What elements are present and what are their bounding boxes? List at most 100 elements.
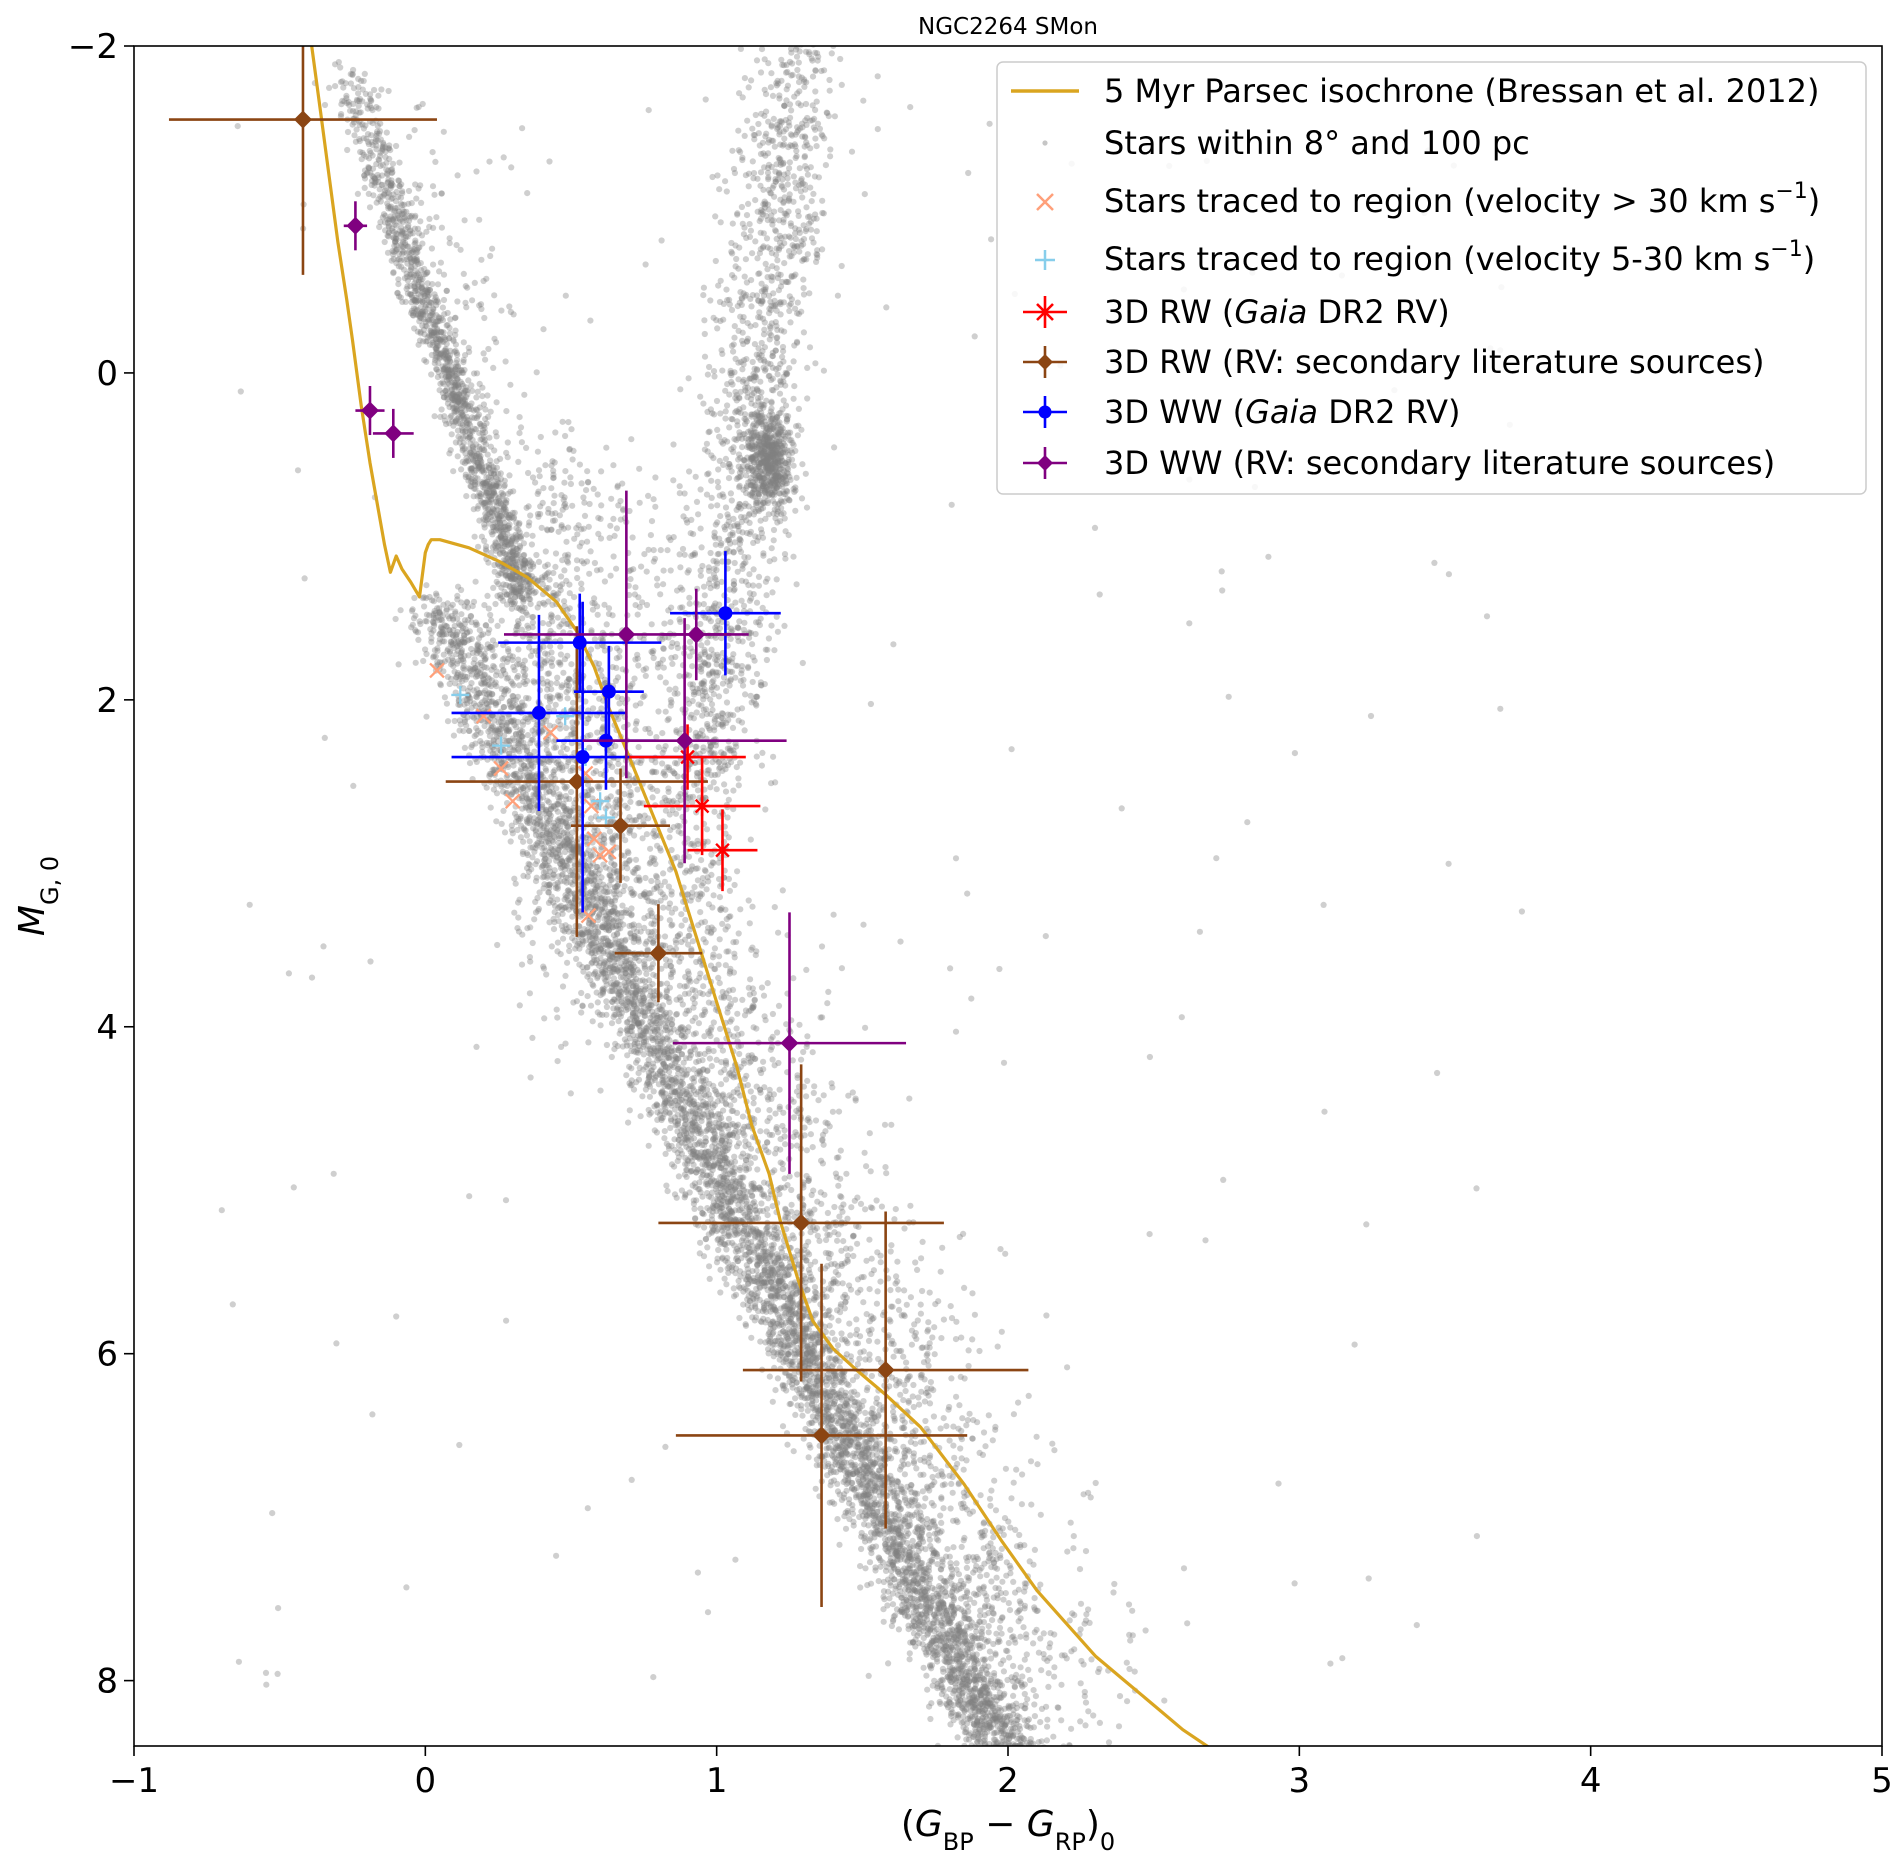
background-star (466, 727, 473, 735)
background-star (674, 1047, 681, 1054)
background-star (951, 1595, 958, 1602)
background-star (697, 1085, 705, 1092)
background-star (980, 1737, 987, 1745)
background-star (876, 1492, 883, 1499)
background-star (808, 1349, 815, 1356)
background-star (839, 1438, 847, 1445)
background-star (357, 148, 364, 156)
background-star (867, 1535, 874, 1542)
background-star (411, 257, 418, 264)
background-star (833, 1469, 840, 1476)
background-star (474, 668, 482, 675)
background-star (810, 1354, 817, 1361)
background-star (722, 1241, 729, 1248)
background-star (612, 1040, 619, 1047)
background-star (835, 1390, 842, 1397)
background-star (488, 492, 495, 499)
background-star (594, 975, 601, 982)
background-star (454, 172, 461, 179)
background-star (887, 1472, 894, 1479)
background-star (389, 225, 396, 232)
background-star (500, 666, 507, 674)
background-star (631, 1017, 638, 1024)
background-star (436, 354, 443, 361)
background-star (549, 822, 556, 830)
background-star (504, 530, 511, 538)
background-star (926, 1531, 933, 1539)
background-star (516, 430, 523, 437)
background-star (956, 1648, 964, 1655)
background-star (440, 651, 447, 658)
background-star (723, 1101, 730, 1108)
background-star (545, 889, 552, 896)
background-star (957, 1697, 964, 1704)
background-star (951, 1672, 958, 1679)
background-star (834, 1480, 841, 1487)
background-star (809, 1413, 817, 1420)
background-star (614, 1043, 621, 1050)
background-star (999, 1578, 1006, 1585)
background-star (430, 305, 437, 312)
background-star (396, 159, 403, 166)
background-star (837, 1458, 844, 1465)
background-star (418, 199, 425, 206)
background-star (949, 1646, 957, 1653)
background-star (368, 132, 375, 139)
background-star (492, 727, 500, 734)
background-star (326, 84, 333, 91)
background-star (435, 336, 442, 343)
background-star (1123, 1659, 1130, 1666)
background-star (829, 1416, 836, 1423)
background-star (981, 1675, 988, 1683)
background-star (397, 607, 404, 614)
background-star (408, 310, 415, 317)
background-star (389, 169, 396, 176)
background-star (486, 434, 493, 441)
background-star (962, 1615, 969, 1622)
background-star (988, 1702, 996, 1710)
background-star (866, 1423, 873, 1430)
background-star (752, 1214, 759, 1222)
background-star (688, 1102, 695, 1109)
background-star (909, 1601, 916, 1608)
background-star (506, 652, 513, 659)
background-star (585, 867, 592, 874)
background-star (437, 337, 444, 344)
background-star (434, 374, 441, 381)
background-star (787, 1294, 794, 1301)
background-star (923, 1607, 930, 1614)
background-star (1000, 1668, 1008, 1675)
background-star (703, 1092, 710, 1099)
background-star (834, 1516, 841, 1523)
background-star (421, 271, 428, 278)
background-star (678, 922, 685, 929)
background-star (415, 636, 422, 644)
background-star (869, 1459, 877, 1466)
background-star (843, 1459, 850, 1466)
background-star (472, 673, 480, 680)
background-star (838, 1437, 846, 1444)
background-star (718, 1130, 726, 1137)
background-star (721, 1173, 728, 1181)
background-star (725, 1269, 732, 1276)
background-star (921, 1566, 928, 1573)
background-star (451, 395, 458, 402)
background-star (498, 570, 505, 577)
background-star (492, 545, 499, 552)
background-star (862, 1409, 869, 1416)
background-star (947, 1673, 954, 1680)
background-star (753, 1293, 761, 1300)
background-star (849, 1479, 856, 1486)
background-star (903, 1607, 910, 1614)
background-star (973, 1563, 980, 1570)
background-star (733, 1193, 740, 1200)
background-star (639, 1093, 646, 1100)
background-star (924, 1686, 931, 1693)
background-star (858, 1545, 865, 1553)
background-star (393, 246, 400, 253)
background-star (639, 997, 647, 1005)
background-star (452, 419, 459, 426)
background-star (637, 1032, 644, 1039)
background-star (413, 104, 420, 111)
